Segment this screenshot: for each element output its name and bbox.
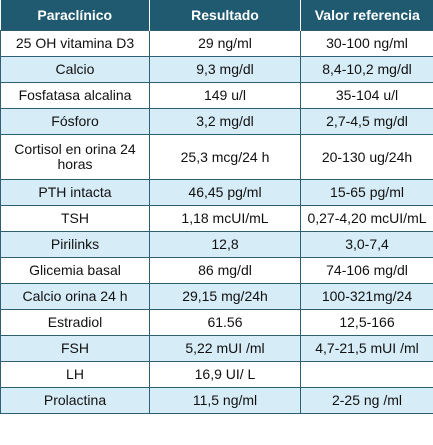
result-cell: 29 ng/ml <box>149 30 301 57</box>
result-cell: 16,9 UI/ L <box>149 361 301 388</box>
result-cell: 61.56 <box>149 309 301 336</box>
result-cell: 1,18 mcUI/mL <box>149 205 301 232</box>
test-name-cell: LH <box>0 361 150 388</box>
reference-cell: 2,7-4,5 mg/dl <box>300 108 433 135</box>
table-row: Estradiol 61.56 12,5-166 <box>0 309 433 336</box>
table-row: TSH 1,18 mcUI/mL 0,27-4,20 mcUI/mL <box>0 205 433 232</box>
result-cell: 29,15 mg/24h <box>149 283 301 310</box>
reference-cell: 4,7-21,5 mUI /ml <box>300 335 433 362</box>
test-name-cell: Fósforo <box>0 108 150 135</box>
result-cell: 86 mg/dl <box>149 257 301 284</box>
result-cell: 5,22 mUI /ml <box>149 335 301 362</box>
test-name-cell: Estradiol <box>0 309 150 336</box>
test-name-cell: Pirilinks <box>0 231 150 258</box>
reference-cell: 2-25 ng /ml <box>300 387 433 414</box>
result-cell: 46,45 pg/ml <box>149 179 301 206</box>
table-row: Cortisol en orina 24 horas 25,3 mcg/24 h… <box>0 134 433 180</box>
test-name-cell: Fosfatasa alcalina <box>0 82 150 109</box>
reference-cell: 100-321mg/24 <box>300 283 433 310</box>
result-cell: 9,3 mg/dl <box>149 56 301 83</box>
test-name-cell: TSH <box>0 205 150 232</box>
test-name-cell: Calcio <box>0 56 150 83</box>
reference-cell: 8,4-10,2 mg/dl <box>300 56 433 83</box>
test-name-cell: FSH <box>0 335 150 362</box>
reference-cell: 74-106 mg/dl <box>300 257 433 284</box>
reference-cell: 0,27-4,20 mcUI/mL <box>300 205 433 232</box>
test-name-cell: Prolactina <box>0 387 150 414</box>
test-name-cell: Glicemia basal <box>0 257 150 284</box>
header-paraclinico: Paraclínico <box>0 0 150 31</box>
table-row: Fósforo 3,2 mg/dl 2,7-4,5 mg/dl <box>0 108 433 135</box>
table-row: Glicemia basal 86 mg/dl 74-106 mg/dl <box>0 257 433 284</box>
table-row: 25 OH vitamina D3 29 ng/ml 30-100 ng/ml <box>0 30 433 57</box>
header-valor-referencia: Valor referencia <box>300 0 433 31</box>
result-cell: 12,8 <box>149 231 301 258</box>
header-resultado: Resultado <box>149 0 301 31</box>
table-row: FSH 5,22 mUI /ml 4,7-21,5 mUI /ml <box>0 335 433 362</box>
table-row: LH 16,9 UI/ L <box>0 361 433 388</box>
test-name-cell: Calcio orina 24 h <box>0 283 150 310</box>
table-row: Prolactina 11,5 ng/ml 2-25 ng /ml <box>0 387 433 414</box>
table-row: Calcio 9,3 mg/dl 8,4-10,2 mg/dl <box>0 56 433 83</box>
lab-results-table: Paraclínico Resultado Valor referencia 2… <box>0 0 433 414</box>
reference-cell: 15-65 pg/ml <box>300 179 433 206</box>
reference-cell: 12,5-166 <box>300 309 433 336</box>
result-cell: 11,5 ng/ml <box>149 387 301 414</box>
result-cell: 149 u/l <box>149 82 301 109</box>
table-row: Pirilinks 12,8 3,0-7,4 <box>0 231 433 258</box>
test-name-cell: Cortisol en orina 24 horas <box>0 134 150 180</box>
table-row: PTH intacta 46,45 pg/ml 15-65 pg/ml <box>0 179 433 206</box>
reference-cell: 35-104 u/l <box>300 82 433 109</box>
reference-cell <box>300 361 433 388</box>
reference-cell: 30-100 ng/ml <box>300 30 433 57</box>
header-row: Paraclínico Resultado Valor referencia <box>0 0 433 31</box>
result-cell: 3,2 mg/dl <box>149 108 301 135</box>
test-name-cell: PTH intacta <box>0 179 150 206</box>
reference-cell: 3,0-7,4 <box>300 231 433 258</box>
test-name-cell: 25 OH vitamina D3 <box>0 30 150 57</box>
reference-cell: 20-130 ug/24h <box>300 134 433 180</box>
table-row: Fosfatasa alcalina 149 u/l 35-104 u/l <box>0 82 433 109</box>
result-cell: 25,3 mcg/24 h <box>149 134 301 180</box>
table-row: Calcio orina 24 h 29,15 mg/24h 100-321mg… <box>0 283 433 310</box>
